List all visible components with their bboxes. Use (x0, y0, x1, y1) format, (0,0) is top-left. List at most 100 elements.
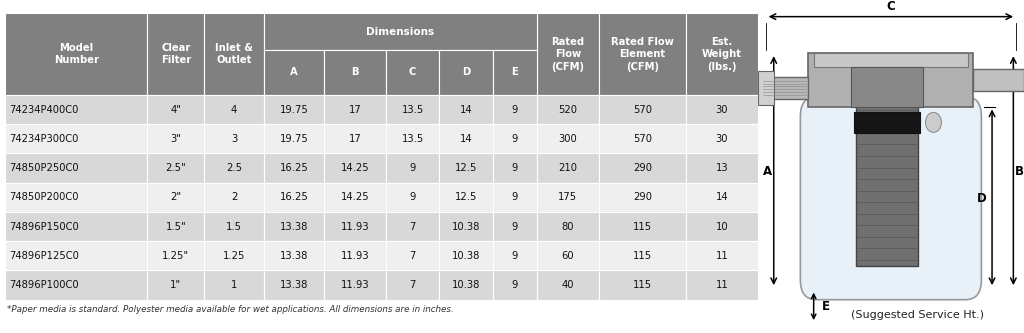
Bar (386, 154, 439, 183)
Bar (599, 124, 686, 154)
Bar (264, 183, 324, 212)
Bar (386, 212, 439, 241)
Text: 9: 9 (511, 105, 518, 115)
Text: Rated
Flow
(CFM): Rated Flow (CFM) (551, 37, 585, 72)
Bar (324, 241, 386, 270)
Bar (493, 154, 537, 183)
Bar (493, 50, 537, 95)
Bar (493, 95, 537, 124)
Text: 74234P400C0: 74234P400C0 (9, 105, 79, 115)
Bar (205, 212, 264, 241)
Text: E: E (511, 68, 518, 78)
Bar (758, 71, 774, 105)
Text: C: C (887, 0, 895, 13)
Bar (264, 13, 537, 50)
Bar (439, 124, 493, 154)
Text: 300: 300 (558, 134, 578, 144)
Bar (324, 212, 386, 241)
Bar (324, 124, 386, 154)
Text: Inlet &
Outlet: Inlet & Outlet (215, 43, 253, 65)
Bar (686, 183, 758, 212)
Text: Est.
Weight
(lbs.): Est. Weight (lbs.) (702, 37, 742, 72)
Bar (599, 183, 686, 212)
Bar (205, 270, 264, 300)
Text: 2: 2 (231, 192, 238, 202)
Bar (537, 183, 599, 212)
Text: 17: 17 (348, 134, 361, 144)
Bar (439, 183, 493, 212)
Bar (537, 241, 599, 270)
Text: 1.5": 1.5" (166, 221, 186, 231)
Text: 11.93: 11.93 (341, 251, 369, 261)
Bar (686, 124, 758, 154)
Bar (439, 95, 493, 124)
Bar (5, 154, 147, 183)
Bar (439, 50, 493, 95)
Bar (5, 124, 147, 154)
Text: 10.38: 10.38 (452, 221, 480, 231)
Text: 19.75: 19.75 (280, 134, 308, 144)
Bar (5, 13, 147, 95)
Bar (205, 13, 264, 95)
Text: 1.5: 1.5 (226, 221, 242, 231)
Text: 210: 210 (558, 163, 578, 173)
Bar (264, 50, 324, 95)
Text: 520: 520 (558, 105, 578, 115)
Bar (147, 183, 205, 212)
Text: 4": 4" (170, 105, 181, 115)
Bar (493, 183, 537, 212)
Text: 10: 10 (716, 221, 728, 231)
Text: 115: 115 (633, 221, 652, 231)
Bar (264, 154, 324, 183)
Text: B: B (1015, 165, 1024, 178)
Bar (856, 100, 918, 266)
Text: 290: 290 (633, 192, 652, 202)
Text: (Suggested Service Ht.): (Suggested Service Ht.) (851, 310, 984, 320)
Text: 3: 3 (231, 134, 238, 144)
Bar (386, 95, 439, 124)
Text: 570: 570 (633, 105, 652, 115)
Text: 13.38: 13.38 (280, 251, 308, 261)
Text: 11: 11 (716, 280, 728, 290)
Text: 9: 9 (511, 280, 518, 290)
Bar (147, 212, 205, 241)
Bar (205, 124, 264, 154)
Text: 1: 1 (231, 280, 238, 290)
Bar (205, 154, 264, 183)
Bar (851, 67, 923, 107)
Text: 290: 290 (633, 163, 652, 173)
Text: 13.38: 13.38 (280, 221, 308, 231)
Text: 115: 115 (633, 280, 652, 290)
Text: 13.5: 13.5 (401, 105, 424, 115)
Bar (814, 53, 968, 67)
Bar (854, 112, 921, 133)
Text: 2.5: 2.5 (226, 163, 242, 173)
Bar (147, 154, 205, 183)
Text: 14.25: 14.25 (341, 192, 369, 202)
Bar (205, 95, 264, 124)
Text: 7: 7 (410, 221, 416, 231)
Bar (386, 124, 439, 154)
Bar (537, 270, 599, 300)
Bar (537, 13, 599, 95)
Bar (147, 95, 205, 124)
Bar (324, 95, 386, 124)
Bar (5, 212, 147, 241)
Bar (264, 212, 324, 241)
Bar (264, 241, 324, 270)
Text: Model
Number: Model Number (53, 43, 98, 65)
Text: 9: 9 (511, 221, 518, 231)
Text: *Paper media is standard. Polyester media available for wet applications. All di: *Paper media is standard. Polyester medi… (6, 305, 454, 314)
Bar (386, 50, 439, 95)
Text: D: D (977, 191, 987, 205)
Text: C: C (409, 68, 417, 78)
Text: 14: 14 (716, 192, 728, 202)
Bar (147, 270, 205, 300)
Text: 14: 14 (460, 105, 472, 115)
Bar (386, 241, 439, 270)
Text: 12.5: 12.5 (455, 163, 477, 173)
Bar (324, 183, 386, 212)
Bar (599, 154, 686, 183)
Bar (537, 154, 599, 183)
Text: 3": 3" (170, 134, 181, 144)
